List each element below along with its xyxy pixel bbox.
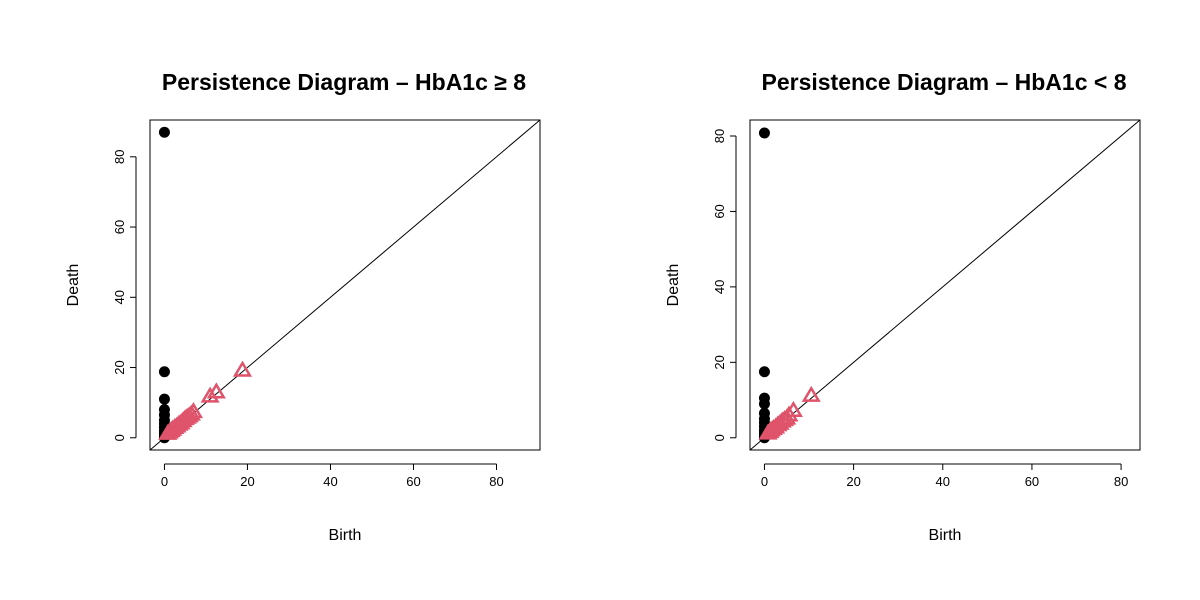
- x-tick-label: 60: [406, 474, 420, 489]
- x-tick-label: 80: [1114, 474, 1128, 489]
- y-tick-label: 40: [712, 280, 727, 294]
- dim0-point: [158, 366, 170, 378]
- y-tick-label: 60: [112, 220, 127, 234]
- plot-frame: [149, 119, 541, 451]
- y-tick-label: 40: [112, 290, 127, 304]
- chart-title: Persistence Diagram – HbA1c < 8: [762, 69, 1127, 95]
- x-tick-label: 60: [1025, 474, 1039, 489]
- x-axis-label: Birth: [929, 527, 962, 544]
- x-tick-label: 20: [846, 474, 860, 489]
- y-tick-label: 0: [112, 434, 127, 441]
- x-tick-label: 80: [489, 474, 503, 489]
- x-axis-label: Birth: [329, 527, 362, 544]
- y-tick-label: 80: [112, 150, 127, 164]
- x-tick-label: 0: [761, 474, 768, 489]
- x-tick-label: 40: [936, 474, 950, 489]
- y-axis-label: Death: [65, 264, 82, 307]
- dim1-point: [232, 360, 253, 377]
- dim0-point: [758, 366, 770, 378]
- x-tick-label: 20: [240, 474, 254, 489]
- y-tick-label: 0: [712, 434, 727, 441]
- persistence-chart-1: Persistence Diagram – HbA1c ≥ 8 0 20 40 60 80…: [65, 69, 541, 544]
- persistence-chart-2: Persistence Diagram – HbA1c < 8 0 20 40 60 80…: [665, 69, 1141, 544]
- dim1-point: [801, 385, 821, 402]
- dim0-point: [158, 393, 170, 405]
- dim1-point: [158, 423, 178, 440]
- y-tick-label: 20: [712, 355, 727, 369]
- y-tick-label: 20: [112, 360, 127, 374]
- x-tick-label: 0: [161, 474, 168, 489]
- dim0-point: [758, 127, 770, 139]
- plot-frame: [749, 119, 1141, 451]
- y-axis-label: Death: [665, 264, 682, 307]
- y-tick-label: 60: [712, 204, 727, 218]
- dim1-point: [758, 423, 778, 440]
- x-tick-label: 40: [323, 474, 337, 489]
- chart-title: Persistence Diagram – HbA1c ≥ 8: [162, 69, 526, 95]
- y-tick-label: 80: [712, 129, 727, 143]
- dim0-point: [158, 126, 170, 138]
- dim1-point: [200, 386, 220, 403]
- dim0-point: [758, 398, 770, 410]
